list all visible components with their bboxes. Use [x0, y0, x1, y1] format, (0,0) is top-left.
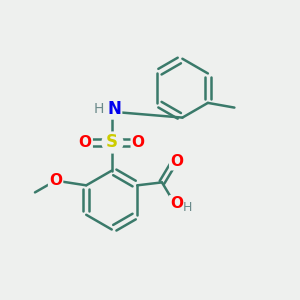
Text: O: O — [170, 196, 183, 211]
Text: O: O — [132, 135, 145, 150]
Text: O: O — [49, 173, 62, 188]
Text: O: O — [79, 135, 92, 150]
Text: H: H — [183, 201, 193, 214]
Text: N: N — [107, 100, 121, 118]
Text: O: O — [170, 154, 183, 169]
Text: H: H — [94, 102, 104, 116]
Text: S: S — [106, 133, 118, 151]
